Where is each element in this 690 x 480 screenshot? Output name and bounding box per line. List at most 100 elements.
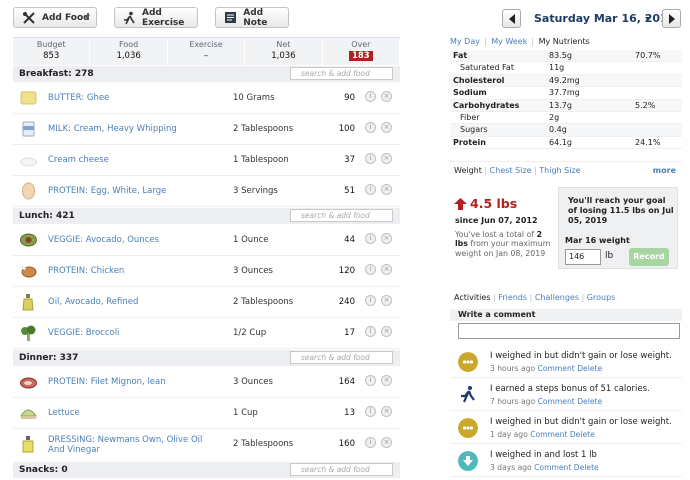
delete-link[interactable]: Delete — [573, 463, 599, 472]
info-icon[interactable]: i — [365, 233, 376, 244]
feed-item: I earned a steps bonus of 51 calories. 7… — [450, 378, 682, 411]
delete-icon[interactable]: × — [381, 375, 392, 386]
tab-activities[interactable]: Activities — [454, 293, 491, 302]
weight-input[interactable]: 146 — [565, 249, 601, 265]
delete-icon[interactable]: × — [381, 437, 392, 448]
food-name-link[interactable]: Lettuce — [48, 408, 80, 418]
summary-food: Food 1,036 — [90, 38, 168, 65]
food-name-link[interactable]: VEGGIE: Broccoli — [48, 328, 120, 338]
food-name-link[interactable]: VEGGIE: Avocado, Ounces — [48, 235, 160, 245]
info-icon[interactable]: i — [365, 91, 376, 102]
info-icon[interactable]: i — [365, 153, 376, 164]
delete-icon[interactable]: × — [381, 326, 392, 337]
info-icon[interactable]: i — [365, 264, 376, 275]
food-name-link[interactable]: PROTEIN: Chicken — [48, 266, 125, 276]
comment-link[interactable]: Comment — [537, 364, 575, 373]
tab-my-week[interactable]: My Week — [491, 37, 528, 46]
food-serving[interactable]: 2 Tablespoons — [233, 439, 294, 449]
info-icon[interactable]: i — [365, 326, 376, 337]
delete-icon[interactable]: × — [381, 233, 392, 244]
info-icon[interactable]: i — [365, 437, 376, 448]
food-row: DRESSING: Newmans Own, Olive Oil And Vin… — [13, 429, 400, 463]
food-row: Oil, Avocado, Refined 2 Tablespoons 240 … — [13, 287, 400, 318]
info-icon[interactable]: i — [365, 122, 376, 133]
info-icon[interactable]: i — [365, 375, 376, 386]
info-icon[interactable]: i — [365, 295, 376, 306]
lunch-search-input[interactable]: search & add food — [290, 209, 393, 222]
food-serving[interactable]: 10 Grams — [233, 93, 275, 103]
add-note-label: Add Note — [243, 7, 268, 28]
delete-icon[interactable]: × — [381, 91, 392, 102]
food-serving[interactable]: 2 Tablespoons — [233, 297, 294, 307]
delete-icon[interactable]: × — [381, 122, 392, 133]
add-exercise-button[interactable]: Add Exercise — [114, 7, 198, 28]
food-serving[interactable]: 3 Servings — [233, 186, 278, 196]
food-calories: 51 — [344, 186, 355, 196]
delete-icon[interactable]: × — [381, 184, 392, 195]
prev-day-button[interactable] — [502, 9, 521, 28]
delete-link[interactable]: Delete — [577, 364, 603, 373]
nutrient-row: Cholesterol 49.2mg — [450, 74, 682, 88]
comment-link[interactable]: Comment — [537, 397, 575, 406]
tab-weight[interactable]: Weight — [454, 166, 482, 175]
summary-net: Net 1,036 — [245, 38, 323, 65]
comment-link[interactable]: Comment — [534, 463, 572, 472]
food-name-link[interactable]: BUTTER: Ghee — [48, 93, 110, 103]
add-food-button[interactable]: Add Food — [13, 7, 97, 28]
tab-my-nutrients[interactable]: My Nutrients — [538, 37, 590, 46]
delete-icon[interactable]: × — [381, 295, 392, 306]
delete-icon[interactable]: × — [381, 153, 392, 164]
food-calories: 120 — [338, 266, 355, 276]
comment-link[interactable]: Comment — [530, 430, 568, 439]
snacks-search-input[interactable]: search & add food — [290, 463, 393, 476]
info-icon[interactable]: i — [365, 406, 376, 417]
food-serving[interactable]: 1 Tablespoon — [233, 155, 289, 165]
tab-my-day[interactable]: My Day — [450, 37, 480, 46]
dinner-search-input[interactable]: search & add food — [290, 351, 393, 364]
food-serving[interactable]: 3 Ounces — [233, 377, 273, 387]
food-name-link[interactable]: Cream cheese — [48, 155, 109, 165]
delete-link[interactable]: Delete — [569, 430, 595, 439]
food-name-link[interactable]: MILK: Cream, Heavy Whipping — [48, 124, 177, 134]
tab-challenges[interactable]: Challenges — [534, 293, 580, 302]
food-name-link[interactable]: Oil, Avocado, Refined — [48, 297, 139, 307]
delete-icon[interactable]: × — [381, 264, 392, 275]
runner-icon — [122, 10, 136, 25]
weight-tabs: Weight | Chest Size | Thigh Size more — [454, 166, 676, 175]
avocado-icon — [20, 233, 37, 247]
comment-input[interactable] — [458, 323, 680, 339]
dressing-bottle-icon — [22, 436, 34, 453]
food-calories: 160 — [338, 439, 355, 449]
record-button[interactable]: Record — [629, 248, 669, 266]
food-serving[interactable]: 1/2 Cup — [233, 328, 267, 338]
date-selector[interactable]: Saturday Mar 16, 2019 — [534, 12, 676, 25]
food-name-link[interactable]: DRESSING: Newmans Own, Olive Oil And Vin… — [48, 435, 203, 455]
food-serving[interactable]: 1 Cup — [233, 408, 258, 418]
add-note-button[interactable]: Add Note — [215, 7, 289, 28]
food-serving[interactable]: 2 Tablespoons — [233, 124, 294, 134]
arrow-up-icon — [454, 197, 467, 210]
food-row: PROTEIN: Chicken 3 Ounces 120 i × — [13, 256, 400, 287]
arrow-left-icon — [508, 13, 515, 24]
nutrient-table: Fat 83.5g 70.7% Saturated Fat 11g Cholester… — [450, 50, 682, 150]
more-link[interactable]: more — [652, 166, 676, 175]
food-calories: 37 — [344, 155, 355, 165]
food-serving[interactable]: 1 Ounce — [233, 235, 269, 245]
goal-text: You'll reach your goal of losing 11.5 lb… — [568, 196, 674, 225]
delete-link[interactable]: Delete — [577, 397, 603, 406]
food-name-link[interactable]: PROTEIN: Filet Mignon, lean — [48, 377, 166, 387]
toolbar: Add Food Add Exercise Add Note Saturday … — [0, 0, 690, 36]
food-name-link[interactable]: PROTEIN: Egg, White, Large — [48, 186, 167, 196]
tab-chest-size[interactable]: Chest Size — [489, 166, 532, 175]
food-serving[interactable]: 3 Ounces — [233, 266, 273, 276]
info-icon[interactable]: i — [365, 184, 376, 195]
next-day-button[interactable] — [662, 9, 681, 28]
meal-header-snacks: Snacks: 0 search & add food — [13, 462, 400, 478]
nutrient-row: Saturated Fat 11g — [450, 62, 682, 75]
feed-item: I weighed in but didn't gain or lose wei… — [450, 411, 682, 444]
delete-icon[interactable]: × — [381, 406, 392, 417]
breakfast-search-input[interactable]: search & add food — [290, 67, 393, 80]
tab-friends[interactable]: Friends — [498, 293, 528, 302]
tab-thigh-size[interactable]: Thigh Size — [539, 166, 581, 175]
tab-groups[interactable]: Groups — [586, 293, 616, 302]
